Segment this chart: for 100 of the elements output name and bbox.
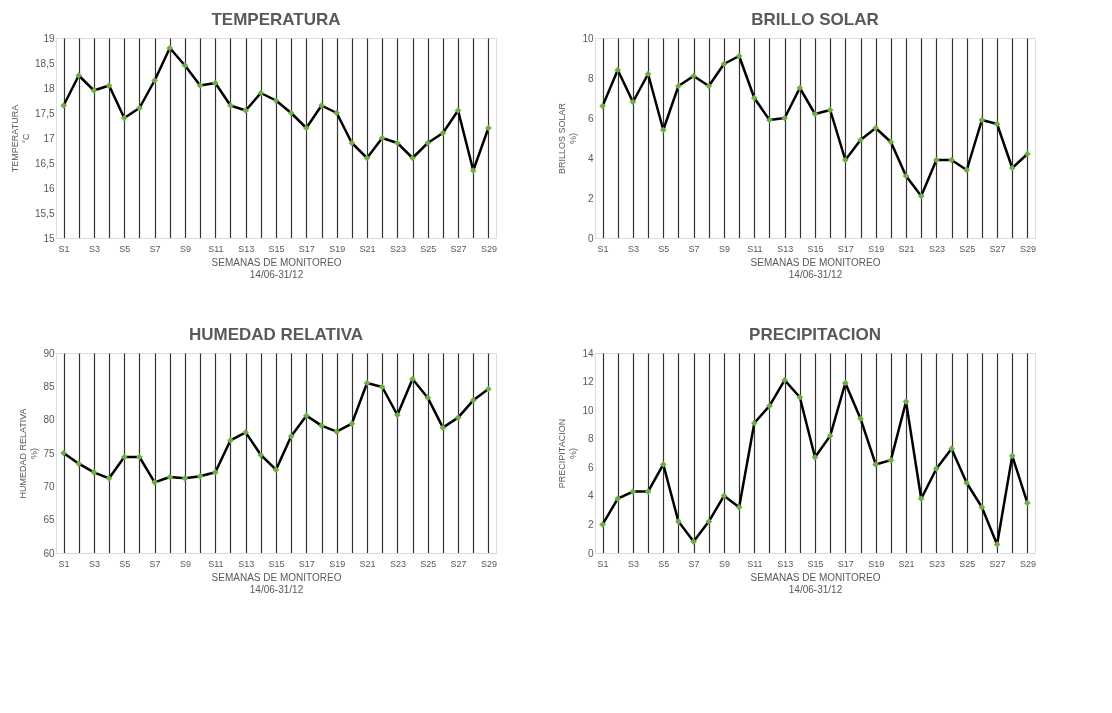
x-tick-label: S7 (149, 243, 161, 254)
x-axis-title: SEMANAS DE MONITOREO 14/06-31/12 (750, 571, 881, 595)
x-tick-label: S23 (928, 558, 945, 569)
point (841, 156, 849, 164)
point (690, 538, 697, 545)
y-tick-label: 85 (43, 380, 55, 392)
x-tick-label: S25 (959, 243, 976, 254)
point (781, 114, 789, 122)
point (287, 432, 295, 440)
chart-title: BRILLO SOLAR (751, 10, 879, 29)
point (841, 379, 849, 387)
x-tick-label: S7 (149, 558, 161, 569)
x-tick-label: S21 (359, 558, 376, 569)
x-tick-label: S29 (1019, 243, 1036, 254)
point (90, 468, 98, 476)
point (917, 192, 925, 200)
x-tick-label: S25 (420, 558, 437, 569)
point (439, 424, 447, 432)
point (659, 126, 667, 134)
y-tick-label: 18,5 (35, 57, 55, 69)
x-tick-label: S23 (389, 243, 406, 254)
point (469, 167, 477, 174)
point (705, 82, 713, 90)
x-tick-label: S1 (597, 558, 609, 569)
y-tick-label: 6 (587, 112, 594, 124)
y-tick-label: 15 (43, 232, 55, 244)
x-tick-label: S17 (298, 243, 315, 254)
x-tick-label: S7 (688, 243, 700, 254)
point (363, 379, 371, 387)
y-tick-label: 17 (43, 132, 55, 144)
x-tick-label: S15 (807, 558, 824, 569)
point (348, 139, 356, 147)
point (348, 420, 356, 428)
y-tick-label: 15,5 (35, 207, 55, 219)
point (378, 134, 386, 142)
point (978, 116, 986, 124)
x-tick-label: S5 (658, 558, 670, 569)
point (1008, 452, 1016, 460)
x-tick-label: S17 (298, 558, 315, 569)
x-tick-label: S17 (837, 558, 854, 569)
y-tick-label: 6 (587, 461, 594, 473)
x-tick-label: S3 (88, 558, 100, 569)
point (1008, 164, 1016, 172)
point (933, 465, 940, 473)
x-tick-label: S1 (58, 243, 70, 254)
y-axis-title: BRILLOS SOLAR %) (557, 102, 579, 175)
point (439, 129, 447, 137)
point (333, 109, 341, 117)
x-tick-label: S13 (238, 243, 255, 254)
x-tick-label: S25 (420, 243, 437, 254)
x-tick-label: S27 (989, 243, 1006, 254)
point (454, 414, 462, 422)
y-tick-label: 2 (587, 518, 594, 530)
point (659, 461, 667, 468)
x-tick-label: S5 (119, 243, 131, 254)
y-tick-label: 10 (582, 404, 594, 416)
point (378, 383, 386, 391)
x-tick-label: S17 (837, 243, 854, 254)
x-tick-label: S15 (807, 243, 824, 254)
point (811, 453, 819, 461)
point (318, 422, 325, 430)
point (993, 120, 1001, 128)
point (766, 402, 773, 410)
y-tick-label: 10 (582, 32, 594, 44)
x-tick-label: S27 (450, 558, 467, 569)
point (705, 518, 713, 525)
point (211, 468, 219, 476)
y-tick-label: 60 (43, 547, 55, 559)
y-tick-label: 0 (587, 547, 594, 559)
point (917, 495, 925, 503)
point (735, 503, 743, 511)
x-tick-label: S29 (480, 558, 497, 569)
point (720, 60, 728, 68)
point (60, 102, 67, 109)
point (75, 72, 83, 79)
y-tick-label: 65 (43, 514, 55, 526)
x-tick-label: S25 (959, 558, 976, 569)
chart-title: TEMPERATURA (211, 10, 341, 29)
x-tick-label: S15 (268, 243, 285, 254)
y-tick-label: 75 (43, 447, 55, 459)
y-tick-label: 17,5 (35, 107, 55, 119)
x-tick-label: S5 (119, 558, 131, 569)
point (318, 102, 325, 109)
y-tick-label: 12 (582, 376, 594, 388)
point (720, 492, 728, 500)
point (257, 451, 265, 459)
x-tick-label: S9 (718, 243, 730, 254)
point (181, 474, 189, 482)
point (796, 393, 804, 401)
x-tick-label: S7 (688, 558, 700, 569)
point (811, 110, 819, 118)
x-tick-label: S19 (329, 243, 346, 254)
x-tick-label: S27 (989, 558, 1006, 569)
x-tick-label: S9 (718, 558, 730, 569)
point (363, 154, 371, 162)
point (105, 474, 113, 482)
point (211, 79, 219, 87)
chart-title: HUMEDAD RELATIVA (188, 325, 364, 344)
point (424, 139, 432, 147)
x-tick-label: S9 (179, 558, 191, 569)
